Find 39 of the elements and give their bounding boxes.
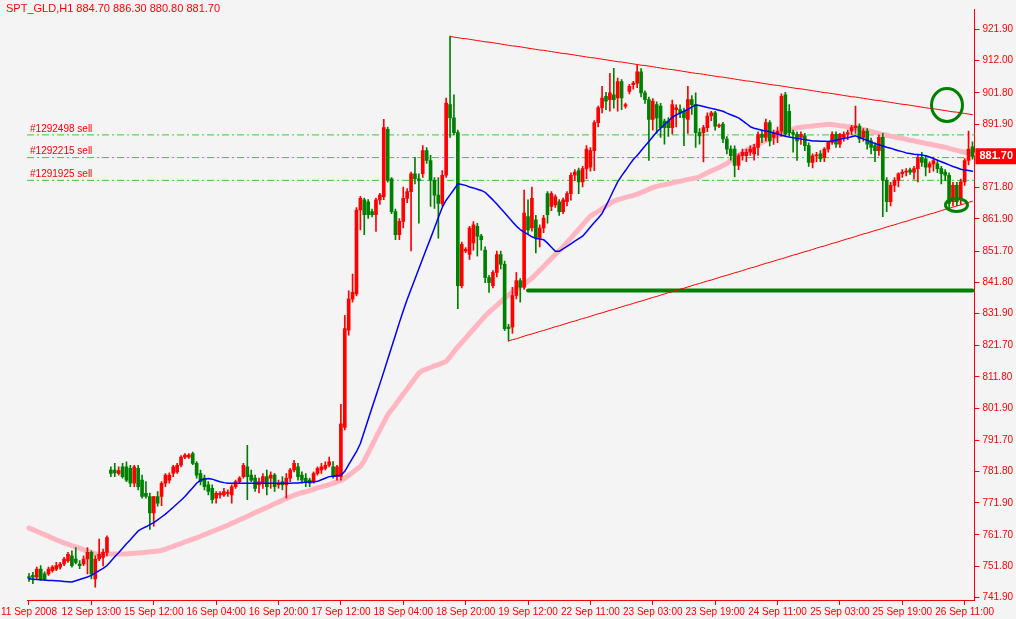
x-tick-label: 22 Sep 11:00 <box>561 605 621 617</box>
x-tick-label: 23 Sep 03:00 <box>623 605 683 617</box>
y-tick-label: 921.90 <box>982 23 1014 35</box>
y-tick-label: 811.80 <box>982 370 1013 382</box>
y-tick-label: 851.70 <box>982 244 1014 256</box>
x-tick-label: 12 Sep 13:00 <box>61 605 122 617</box>
x-tick-label: 25 Sep 03:00 <box>810 605 871 617</box>
x-tick-label: 26 Sep 11:00 <box>935 605 995 617</box>
y-tick-label: 771.90 <box>982 496 1014 508</box>
y-tick-label: 751.80 <box>982 559 1014 571</box>
y-tick-label: 761.70 <box>982 528 1014 540</box>
y-tick-label: 912.00 <box>982 54 1014 66</box>
annotation: 881.70 <box>979 149 1014 162</box>
x-tick-label: 24 Sep 11:00 <box>748 605 808 617</box>
x-tick-label: 16 Sep 04:00 <box>186 605 247 617</box>
y-tick-label: 741.90 <box>982 591 1014 603</box>
x-tick-label: 11 Sep 2008 <box>1 605 58 617</box>
x-tick-label: 16 Sep 20:00 <box>248 605 309 617</box>
x-tick-label: 18 Sep 04:00 <box>373 605 434 617</box>
ref-line-label: #1291925 sell <box>30 168 93 180</box>
y-tick-label: 791.70 <box>982 434 1014 446</box>
x-tick-label: 25 Sep 19:00 <box>872 605 933 617</box>
y-tick-label: 821.70 <box>982 339 1014 351</box>
x-tick-label: 19 Sep 12:00 <box>498 605 559 617</box>
y-tick-label: 891.90 <box>982 117 1014 129</box>
ref-line-label: #1292498 sell <box>30 122 93 134</box>
y-tick-label: 871.80 <box>982 181 1014 193</box>
ref-line-label: #1292215 sell <box>30 145 93 157</box>
x-tick-label: 18 Sep 20:00 <box>435 605 496 617</box>
y-tick-label: 831.90 <box>982 307 1014 319</box>
y-tick-label: 861.90 <box>982 212 1014 224</box>
y-tick-label: 781.80 <box>982 465 1014 477</box>
y-tick-label: 841.80 <box>982 276 1014 287</box>
x-tick-label: 23 Sep 19:00 <box>685 605 746 617</box>
y-tick-label: 901.80 <box>982 86 1014 98</box>
y-tick-label: 801.90 <box>982 401 1014 413</box>
chart-title: SPT_GLD,H1 884.70 886.30 880.80 881.70 <box>6 2 221 14</box>
x-tick-label: 15 Sep 12:00 <box>124 605 184 617</box>
x-tick-label: 17 Sep 12:00 <box>311 605 372 617</box>
